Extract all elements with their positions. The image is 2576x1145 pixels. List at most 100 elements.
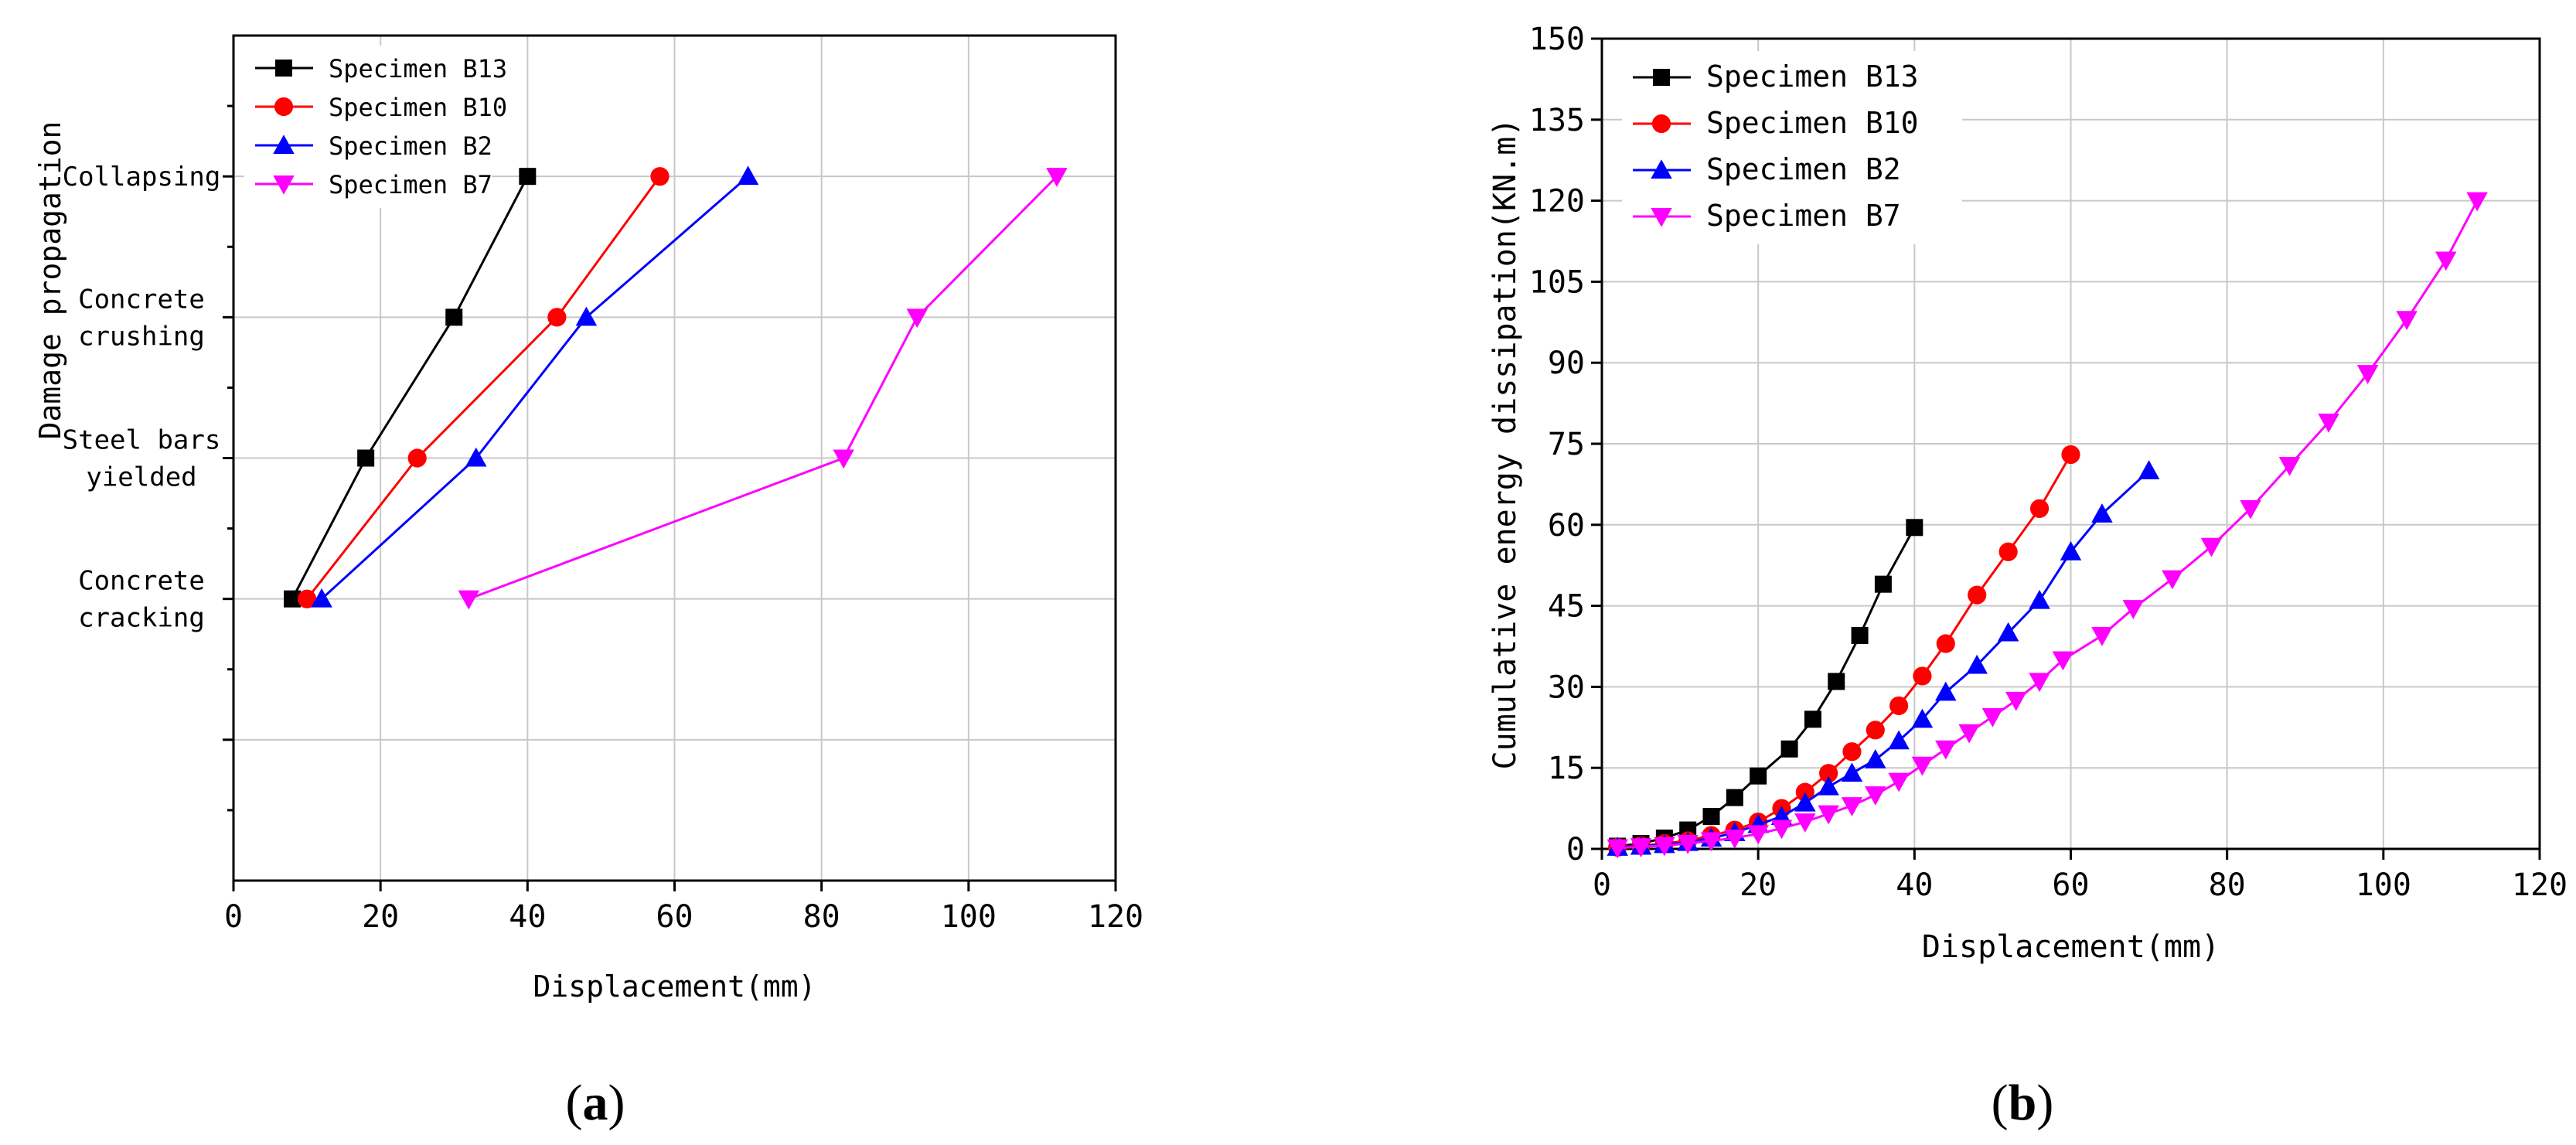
data-point: [2278, 456, 2301, 476]
y-tick-label: 105: [1529, 264, 1585, 300]
data-point: [2052, 651, 2074, 671]
x-tick-label: 120: [2512, 867, 2567, 903]
data-point: [1819, 764, 1838, 783]
y-category-label: Steel bars: [63, 425, 221, 456]
data-point: [2356, 365, 2379, 384]
data-point: [1865, 786, 1886, 806]
data-point: [2029, 673, 2050, 693]
data-point: [2200, 537, 2223, 557]
y-tick-label: 15: [1548, 751, 1585, 786]
data-point: [906, 308, 929, 329]
y-tick-label: 60: [1548, 508, 1585, 544]
data-point: [297, 589, 317, 608]
legend-label: Specimen B10: [1706, 106, 1919, 140]
data-point: [650, 167, 670, 186]
series-specimen-b10: [297, 167, 670, 608]
legend-marker: [1651, 208, 1672, 227]
x-tick-label: 100: [2356, 867, 2411, 903]
data-point: [465, 447, 487, 467]
data-point: [1780, 740, 1798, 758]
data-point: [1911, 708, 1934, 728]
data-point: [1935, 681, 1957, 701]
data-point: [2240, 499, 2261, 520]
series-line: [321, 175, 749, 600]
y-tick-label: 75: [1548, 427, 1585, 462]
data-point: [311, 588, 332, 608]
y-category-label: Collapsing: [63, 162, 221, 193]
legend-marker: [275, 60, 292, 77]
data-point: [2122, 600, 2145, 619]
data-point: [2318, 414, 2339, 433]
data-point: [1818, 805, 1839, 825]
data-point: [1828, 673, 1845, 690]
x-axis-label: Displacement(mm): [1922, 929, 2220, 965]
data-point: [1998, 542, 2018, 561]
data-point: [1702, 808, 1720, 826]
data-point: [737, 165, 759, 186]
legend: Specimen B13 Specimen B10 Specimen B2 Speci…: [244, 46, 507, 208]
data-point: [1607, 839, 1628, 859]
data-point: [1750, 767, 1767, 785]
data-point: [2005, 691, 2027, 711]
data-point: [833, 449, 854, 469]
panel-label-letter: b: [2009, 1075, 2037, 1131]
series-specimen-b13: [284, 168, 537, 608]
data-point: [547, 308, 567, 327]
data-point: [1841, 762, 1863, 782]
data-point: [1866, 721, 1885, 740]
legend-background: [1622, 51, 1962, 244]
data-point: [1913, 666, 1932, 686]
legend-label: Specimen B2: [1706, 152, 1901, 186]
data-point: [1818, 775, 1839, 796]
data-point: [1968, 585, 1987, 605]
data-point: [1888, 772, 1910, 792]
legend-marker: [1653, 69, 1670, 86]
y-tick-label: 120: [1529, 184, 1585, 220]
data-point: [1888, 730, 1910, 750]
y-tick-label: 135: [1529, 103, 1585, 138]
x-tick-label: 0: [224, 899, 243, 935]
y-tick-label: 30: [1548, 670, 1585, 705]
data-point: [1770, 820, 1793, 840]
y-axis-label: Cumulative energy dissipation(KN.m): [1487, 118, 1523, 770]
series-line: [468, 175, 1058, 601]
y-category-label: crushing: [78, 321, 205, 352]
data-point: [1726, 789, 1743, 806]
x-tick-label: 120: [1088, 899, 1143, 935]
data-point: [2029, 589, 2050, 609]
legend-marker: [1651, 159, 1672, 179]
panel-label-close: ): [2036, 1075, 2053, 1131]
legend-marker: [274, 97, 294, 117]
series-specimen-b2: [1607, 460, 2160, 856]
panel-label-letter: a: [583, 1075, 608, 1131]
data-point: [1936, 634, 1955, 653]
x-tick-label: 20: [362, 899, 399, 935]
data-point: [1795, 782, 1814, 802]
y-category-label: Concrete: [78, 284, 205, 315]
data-point: [2091, 627, 2113, 646]
x-tick-label: 80: [803, 899, 840, 935]
series-specimen-b7: [1607, 192, 2488, 859]
legend-label: Specimen B10: [329, 93, 507, 122]
data-point: [1724, 830, 1746, 849]
data-point: [1981, 707, 2004, 728]
data-point: [2060, 540, 2082, 561]
data-point: [2029, 499, 2050, 518]
x-tick-label: 0: [1593, 867, 1611, 903]
series-specimen-b10: [1608, 445, 2080, 857]
x-tick-label: 60: [2052, 867, 2089, 903]
y-tick-label: 150: [1529, 22, 1585, 57]
panel-label-close: ): [608, 1075, 625, 1131]
y-category-label: Concrete: [78, 566, 205, 597]
y-category-label: yielded: [86, 462, 196, 493]
data-point: [1794, 792, 1816, 812]
data-point: [1747, 825, 1769, 845]
data-point: [1630, 838, 1652, 857]
data-point: [2435, 251, 2457, 271]
legend-label: Specimen B7: [329, 170, 492, 199]
data-point: [445, 308, 463, 326]
data-point: [1841, 797, 1863, 816]
y-tick-label: 0: [1566, 832, 1585, 867]
panel-label-open: (: [566, 1075, 583, 1131]
